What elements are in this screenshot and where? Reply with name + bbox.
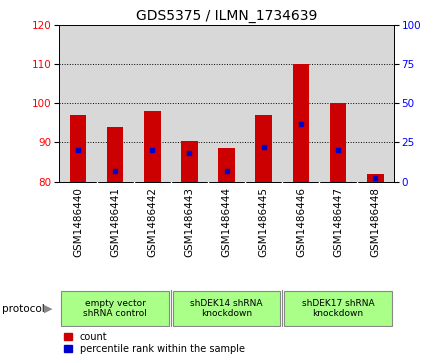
Text: GSM1486443: GSM1486443 <box>184 187 194 257</box>
Bar <box>330 103 346 182</box>
Text: ▶: ▶ <box>44 303 53 314</box>
Bar <box>181 140 198 182</box>
Text: GSM1486448: GSM1486448 <box>370 187 380 257</box>
Text: shDEK14 shRNA
knockdown: shDEK14 shRNA knockdown <box>191 299 263 318</box>
Text: GSM1486445: GSM1486445 <box>259 187 269 257</box>
Bar <box>255 115 272 182</box>
Legend: count, percentile rank within the sample: count, percentile rank within the sample <box>64 331 245 354</box>
Text: GSM1486447: GSM1486447 <box>333 187 343 257</box>
Title: GDS5375 / ILMN_1734639: GDS5375 / ILMN_1734639 <box>136 9 317 23</box>
Text: shDEK17 shRNA
knockdown: shDEK17 shRNA knockdown <box>302 299 374 318</box>
Text: protocol: protocol <box>2 303 45 314</box>
Text: GSM1486444: GSM1486444 <box>222 187 231 257</box>
Text: GSM1486440: GSM1486440 <box>73 187 83 257</box>
Bar <box>107 127 124 182</box>
Bar <box>293 65 309 182</box>
Bar <box>70 115 86 182</box>
FancyBboxPatch shape <box>284 291 392 326</box>
Text: GSM1486446: GSM1486446 <box>296 187 306 257</box>
Text: empty vector
shRNA control: empty vector shRNA control <box>83 299 147 318</box>
FancyBboxPatch shape <box>61 291 169 326</box>
Bar <box>367 174 384 182</box>
Text: GSM1486442: GSM1486442 <box>147 187 157 257</box>
Text: GSM1486441: GSM1486441 <box>110 187 120 257</box>
FancyBboxPatch shape <box>173 291 280 326</box>
Bar <box>144 111 161 182</box>
Bar <box>218 148 235 182</box>
